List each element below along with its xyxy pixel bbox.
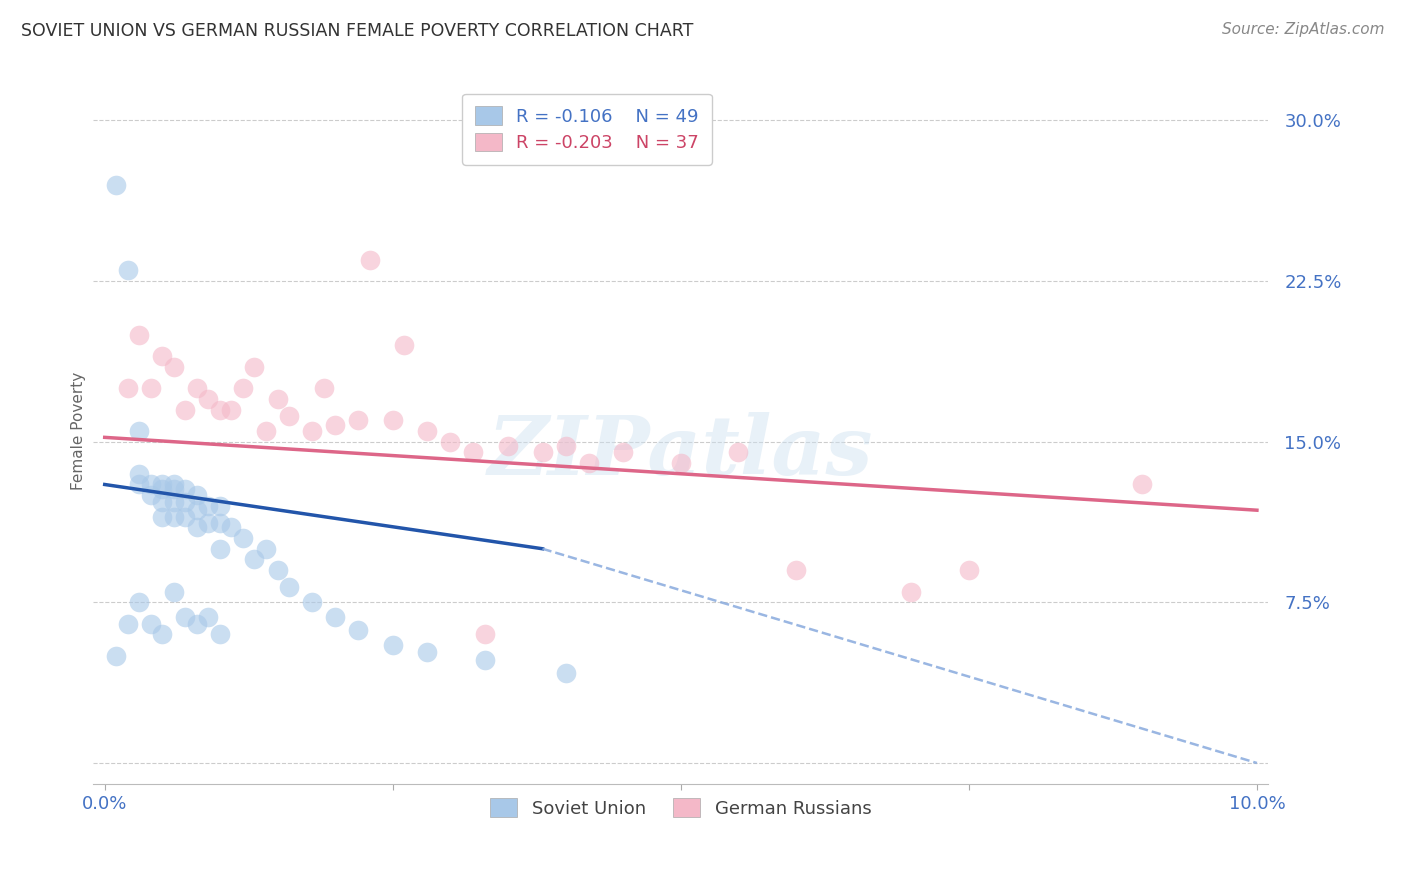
Point xyxy=(186,488,208,502)
Point xyxy=(163,494,186,508)
Point xyxy=(150,627,173,641)
Point xyxy=(900,584,922,599)
Point xyxy=(128,327,150,342)
Point xyxy=(150,494,173,508)
Point xyxy=(186,520,208,534)
Point xyxy=(117,616,139,631)
Point xyxy=(186,381,208,395)
Point xyxy=(474,653,496,667)
Point xyxy=(669,456,692,470)
Point xyxy=(150,509,173,524)
Point xyxy=(197,610,219,624)
Point xyxy=(150,477,173,491)
Point xyxy=(1130,477,1153,491)
Point xyxy=(347,413,370,427)
Point xyxy=(301,595,323,609)
Point xyxy=(163,584,186,599)
Point xyxy=(243,552,266,566)
Point xyxy=(208,516,231,530)
Point xyxy=(278,580,301,594)
Point xyxy=(117,381,139,395)
Point xyxy=(531,445,554,459)
Point xyxy=(323,610,346,624)
Point xyxy=(128,477,150,491)
Text: SOVIET UNION VS GERMAN RUSSIAN FEMALE POVERTY CORRELATION CHART: SOVIET UNION VS GERMAN RUSSIAN FEMALE PO… xyxy=(21,22,693,40)
Point xyxy=(578,456,600,470)
Point xyxy=(197,516,219,530)
Text: Source: ZipAtlas.com: Source: ZipAtlas.com xyxy=(1222,22,1385,37)
Point xyxy=(174,509,197,524)
Point xyxy=(221,520,243,534)
Point xyxy=(150,349,173,363)
Point xyxy=(554,666,576,681)
Point xyxy=(150,482,173,496)
Point xyxy=(128,467,150,481)
Point xyxy=(347,623,370,637)
Text: ZIPatlas: ZIPatlas xyxy=(488,412,873,492)
Point xyxy=(266,392,288,406)
Point xyxy=(174,402,197,417)
Point xyxy=(278,409,301,423)
Point xyxy=(139,477,162,491)
Point xyxy=(554,439,576,453)
Point xyxy=(208,541,231,556)
Point xyxy=(197,499,219,513)
Point xyxy=(416,644,439,658)
Point xyxy=(208,402,231,417)
Point xyxy=(312,381,335,395)
Legend: Soviet Union, German Russians: Soviet Union, German Russians xyxy=(484,791,879,825)
Point xyxy=(208,499,231,513)
Point xyxy=(174,482,197,496)
Point xyxy=(163,359,186,374)
Point xyxy=(381,413,404,427)
Point xyxy=(243,359,266,374)
Point xyxy=(174,610,197,624)
Point xyxy=(174,494,197,508)
Point xyxy=(463,445,485,459)
Point xyxy=(266,563,288,577)
Point xyxy=(221,402,243,417)
Point xyxy=(139,488,162,502)
Point xyxy=(496,439,519,453)
Point xyxy=(186,616,208,631)
Point xyxy=(612,445,634,459)
Point xyxy=(139,616,162,631)
Point xyxy=(163,509,186,524)
Point xyxy=(727,445,749,459)
Point xyxy=(197,392,219,406)
Point xyxy=(474,627,496,641)
Point xyxy=(439,434,461,449)
Point xyxy=(117,263,139,277)
Point xyxy=(957,563,980,577)
Point xyxy=(323,417,346,432)
Point xyxy=(232,381,254,395)
Point xyxy=(254,541,277,556)
Point xyxy=(208,627,231,641)
Point xyxy=(254,424,277,438)
Point xyxy=(186,503,208,517)
Point xyxy=(232,531,254,545)
Point xyxy=(381,638,404,652)
Point xyxy=(128,424,150,438)
Point xyxy=(416,424,439,438)
Point xyxy=(163,482,186,496)
Point xyxy=(139,381,162,395)
Point xyxy=(394,338,416,352)
Point xyxy=(359,252,381,267)
Y-axis label: Female Poverty: Female Poverty xyxy=(72,372,86,490)
Point xyxy=(105,648,128,663)
Point xyxy=(128,595,150,609)
Point xyxy=(301,424,323,438)
Point xyxy=(785,563,807,577)
Point xyxy=(105,178,128,192)
Point xyxy=(163,477,186,491)
